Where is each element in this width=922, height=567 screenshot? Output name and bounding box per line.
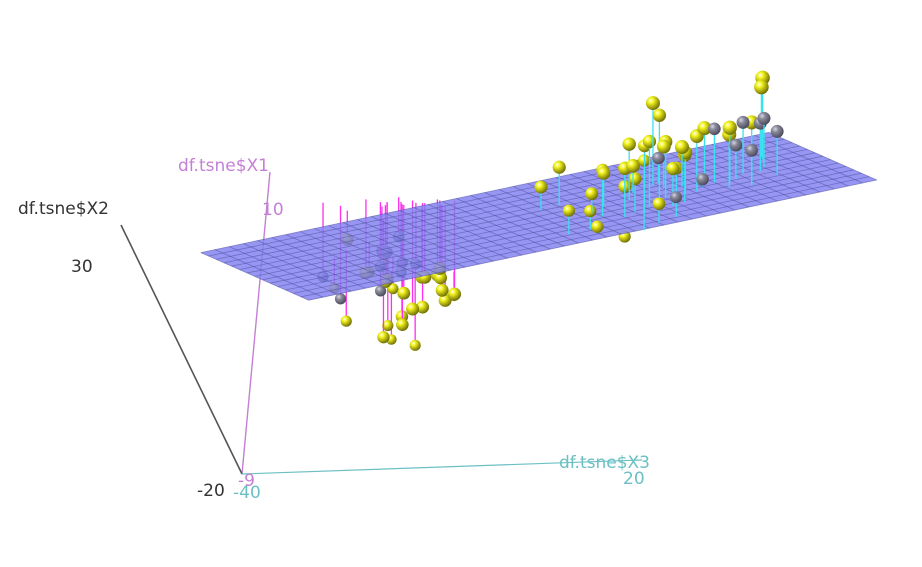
plane-grid-line [768,132,877,181]
x3-axis-label: df.tsne$X3 [559,453,650,473]
data-point-gray[interactable] [757,111,771,125]
data-point-yellow[interactable] [377,331,390,344]
data-point-yellow[interactable] [591,220,604,233]
data-point-yellow[interactable] [642,134,657,149]
data-point-yellow[interactable] [397,286,411,300]
data-point-yellow[interactable] [396,318,409,331]
data-point-yellow[interactable] [409,339,421,351]
data-point-yellow[interactable] [754,79,769,95]
data-point-yellow[interactable] [622,137,636,151]
x1-axis-line [241,171,271,475]
plane-grid-line [254,155,823,277]
data-point-yellow[interactable] [382,319,394,332]
data-point-yellow[interactable] [447,287,462,301]
data-point-yellow[interactable] [435,283,449,297]
plane-grid-line [308,179,877,301]
data-point-gray[interactable] [708,122,721,136]
plane-grid-line [262,159,831,281]
x2-tick-max: 30 [71,257,93,277]
x2-axis-label: df.tsne$X2 [18,199,109,219]
data-point-yellow[interactable] [652,197,666,211]
plane-grid-line [270,162,839,284]
plane-grid-line [247,152,816,274]
data-point-yellow[interactable] [697,121,712,136]
x3-axis-line [241,459,643,475]
data-point-yellow[interactable] [387,283,399,295]
points-in-front-of-plane [534,70,784,235]
data-point-gray[interactable] [736,115,750,129]
data-point-gray[interactable] [375,285,387,297]
data-point-yellow[interactable] [552,160,566,174]
data-point-yellow[interactable] [406,302,420,316]
data-point-gray[interactable] [334,293,347,305]
data-point-gray[interactable] [729,138,743,152]
x2-axis-line [120,224,243,475]
plane-grid-line [200,132,769,253]
data-point-yellow[interactable] [722,120,737,135]
plane-grid-line [277,166,847,287]
plane-grid-line [200,252,309,301]
data-point-gray[interactable] [696,172,709,186]
x1-axis-label: df.tsne$X1 [178,156,269,176]
data-point-yellow[interactable] [584,204,597,218]
x3-tick-min: -40 [233,483,261,503]
data-point-yellow[interactable] [562,204,575,217]
x1-tick-min: -9 [238,471,255,491]
data-point-yellow[interactable] [416,300,430,314]
data-point-gray[interactable] [770,124,784,138]
data-point-yellow[interactable] [656,139,671,154]
data-point-yellow[interactable] [666,161,680,176]
plane-grid-line [239,149,808,270]
plane-grid-line [285,169,854,291]
axes-layer: df.tsne$X1 10 -9 df.tsne$X2 30 -20 df.ts… [18,156,650,503]
data-point-gray[interactable] [745,144,758,157]
data-point-yellow[interactable] [340,315,352,327]
data-point-yellow[interactable] [645,96,660,111]
x3-tick-max: 20 [623,469,645,489]
data-point-yellow[interactable] [597,166,611,180]
data-point-yellow[interactable] [652,108,667,122]
data-point-yellow[interactable] [675,140,689,155]
data-point-yellow[interactable] [434,271,447,285]
data-point-gray[interactable] [652,151,665,165]
plane-grid-line [301,176,870,298]
data-point-yellow[interactable] [534,180,548,194]
data-point-yellow[interactable] [626,158,640,173]
x2-tick-min: -20 [197,481,225,501]
data-point-yellow[interactable] [438,293,452,307]
plane-grid-line [293,172,862,294]
data-point-yellow[interactable] [628,172,642,186]
data-point-yellow[interactable] [585,187,599,201]
x1-tick-max: 10 [262,200,284,220]
regression-plane [200,132,877,301]
data-point-gray[interactable] [670,191,682,204]
